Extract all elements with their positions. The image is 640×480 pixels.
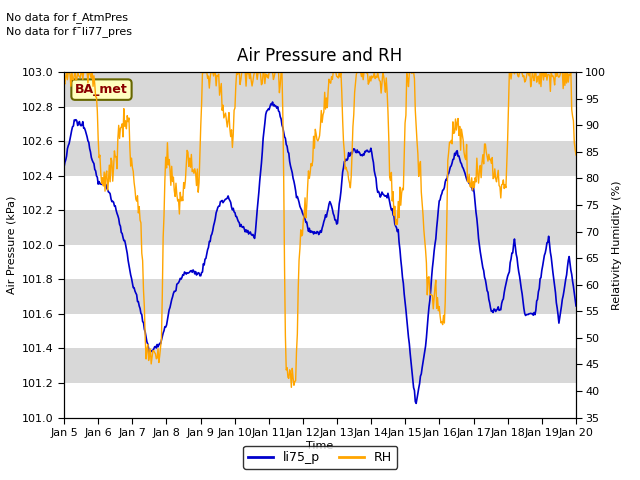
Legend: li75_p, RH: li75_p, RH	[243, 446, 397, 469]
Bar	[64, 107, 576, 141]
Bar	[64, 176, 576, 210]
Bar	[64, 383, 576, 418]
Title: Air Pressure and RH: Air Pressure and RH	[237, 47, 403, 65]
Text: BA_met: BA_met	[75, 83, 128, 96]
Text: No data for f_AtmPres: No data for f_AtmPres	[6, 12, 129, 23]
Text: No data for f¯li77_pres: No data for f¯li77_pres	[6, 26, 132, 37]
Y-axis label: Relativity Humidity (%): Relativity Humidity (%)	[612, 180, 621, 310]
X-axis label: Time: Time	[307, 441, 333, 451]
Bar	[64, 314, 576, 348]
Y-axis label: Air Pressure (kPa): Air Pressure (kPa)	[6, 196, 16, 294]
Bar	[64, 245, 576, 279]
